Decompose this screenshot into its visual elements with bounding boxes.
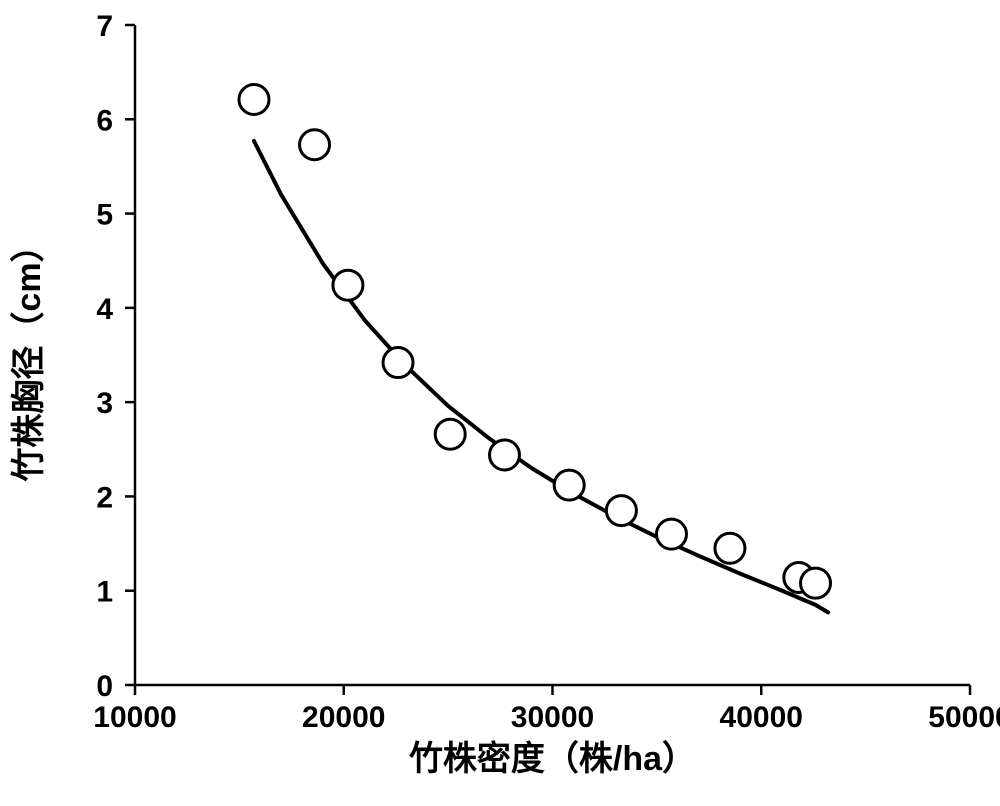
y-tick-label: 2 <box>96 481 113 514</box>
data-point <box>300 130 330 160</box>
data-point <box>801 568 831 598</box>
y-tick-label: 7 <box>96 10 113 43</box>
y-tick-label: 3 <box>96 387 113 420</box>
chart-container: 10000 20000 30000 40000 50000 0 1 2 3 4 5 6 7 竹株密度（株/… <box>0 0 1000 806</box>
y-tick-label: 0 <box>96 670 113 703</box>
data-point <box>656 519 686 549</box>
data-point <box>606 496 636 526</box>
x-tick-label: 30000 <box>511 701 594 734</box>
data-point <box>239 84 269 114</box>
y-tick-label: 5 <box>96 199 113 232</box>
y-tick-label: 6 <box>96 104 113 137</box>
data-point <box>554 470 584 500</box>
y-axis-title: 竹株胸径（cm） <box>9 228 48 481</box>
data-point <box>489 440 519 470</box>
scatter-chart: 10000 20000 30000 40000 50000 0 1 2 3 4 5 6 7 竹株密度（株/… <box>0 0 1000 806</box>
data-point <box>715 533 745 563</box>
y-tick-label: 1 <box>96 576 113 609</box>
x-tick-label: 50000 <box>928 701 1000 734</box>
x-tick-label: 40000 <box>720 701 803 734</box>
data-point <box>333 270 363 300</box>
x-axis-title: 竹株密度（株/ha） <box>409 739 696 778</box>
data-point <box>383 348 413 378</box>
x-tick-label: 10000 <box>93 701 176 734</box>
x-tick-label: 20000 <box>302 701 385 734</box>
y-tick-label: 4 <box>96 293 113 326</box>
data-point <box>435 419 465 449</box>
